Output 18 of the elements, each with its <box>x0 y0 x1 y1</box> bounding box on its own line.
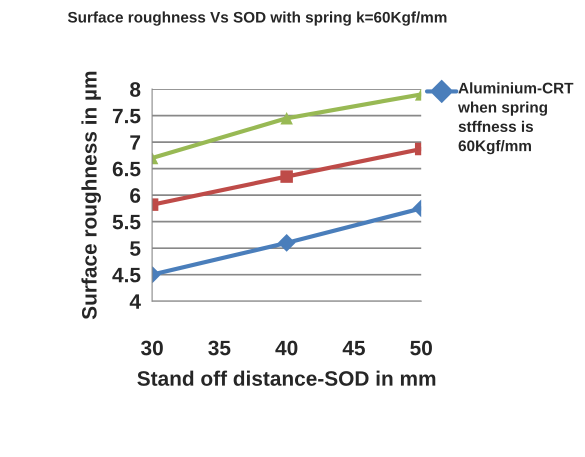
y-tick-label: 5.5 <box>112 214 140 230</box>
y-tick-label: 7.5 <box>112 108 140 124</box>
y-tick-label: 4.5 <box>112 268 140 282</box>
legend-label: Aluminium-CRT when spring stffness is 60Kgf/mm <box>458 82 574 154</box>
y-tick-label: 6.5 <box>112 162 140 176</box>
y-tick-label: 5 <box>130 241 140 256</box>
x-axis-title: Stand off distance-SOD in mm <box>137 370 436 386</box>
x-tick-label: 30 <box>140 340 163 356</box>
x-tick-label: 50 <box>410 340 432 356</box>
y-tick-label: 7 <box>130 135 140 150</box>
chart-title: Surface roughness Vs SOD with spring k=60Kgf/mm <box>68 11 446 26</box>
x-tick-label: 45 <box>342 340 365 356</box>
x-tick-label: 40 <box>275 340 298 356</box>
x-tick-label: 35 <box>208 340 230 356</box>
y-tick-label: 8 <box>130 82 140 97</box>
y-axis-title: Surface roughness in µm <box>81 72 101 320</box>
y-tick-label: 6 <box>130 188 140 203</box>
y-tick-label: 4 <box>130 294 141 309</box>
